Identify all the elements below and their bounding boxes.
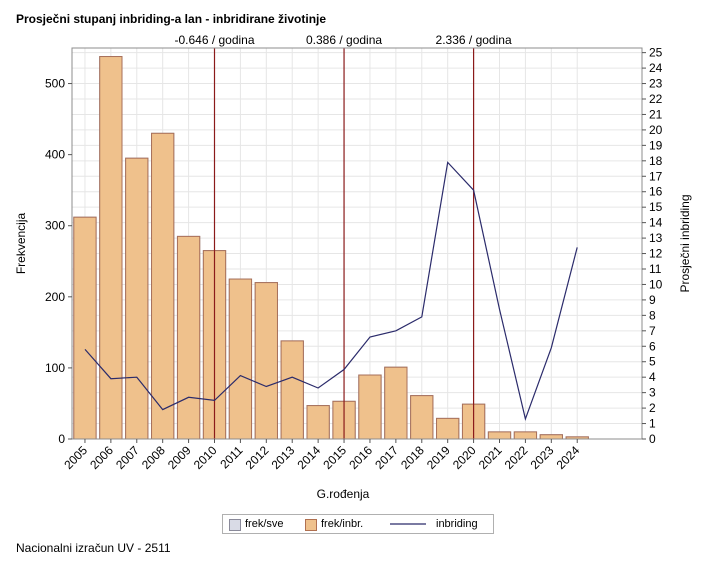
legend-label-frek-sve: frek/sve bbox=[245, 518, 284, 530]
x-tick-label: 2022 bbox=[502, 443, 531, 472]
y2-tick-label: 3 bbox=[649, 386, 656, 400]
legend-line-inbriding bbox=[390, 523, 426, 525]
y-axis-title: Frekvencija bbox=[14, 213, 28, 275]
y2-tick-label: 15 bbox=[649, 200, 663, 214]
x-tick-label: 2023 bbox=[528, 443, 557, 472]
bar-frek-inbr bbox=[125, 157, 149, 440]
reference-line-label: 0.386 / godina bbox=[306, 33, 382, 47]
y2-tick-label: 23 bbox=[649, 77, 663, 91]
y2-tick-label: 0 bbox=[649, 432, 656, 446]
y2-tick-label: 24 bbox=[649, 61, 663, 75]
y-tick-label: 400 bbox=[45, 148, 65, 162]
y2-tick-label: 14 bbox=[649, 216, 663, 230]
x-tick-label: 2013 bbox=[269, 443, 298, 472]
x-tick-label: 2007 bbox=[113, 443, 142, 472]
x-tick-label: 2005 bbox=[61, 443, 90, 472]
y2-axis-title: Prosječni inbriding bbox=[678, 194, 692, 292]
x-tick-label: 2010 bbox=[191, 443, 220, 472]
y2-tick-label: 7 bbox=[649, 324, 656, 338]
x-tick-label: 2024 bbox=[554, 443, 583, 472]
x-tick-label: 2021 bbox=[476, 443, 505, 472]
x-axis-title: G.rođenja bbox=[317, 487, 370, 501]
x-tick-label: 2017 bbox=[372, 443, 401, 472]
y2-tick-label: 17 bbox=[649, 169, 663, 183]
y-tick-label: 200 bbox=[45, 290, 65, 304]
legend-swatch-frek-sve bbox=[229, 519, 241, 531]
bar-frek-inbr bbox=[228, 278, 253, 440]
legend-label-frek-inbr: frek/inbr. bbox=[321, 518, 364, 530]
bar-frek-inbr bbox=[513, 431, 538, 440]
y-tick-label: 100 bbox=[45, 361, 65, 375]
reference-line-label: -0.646 / godina bbox=[174, 33, 254, 47]
x-tick-label: 2015 bbox=[320, 443, 349, 472]
y2-tick-label: 6 bbox=[649, 339, 656, 353]
bar-frek-inbr bbox=[176, 235, 201, 440]
y2-tick-label: 1 bbox=[649, 417, 656, 431]
y-tick-label: 500 bbox=[45, 77, 65, 91]
x-tick-label: 2008 bbox=[139, 443, 168, 472]
bar-frek-inbr bbox=[254, 282, 278, 440]
plot-border bbox=[71, 47, 643, 440]
bar-frek-inbr bbox=[73, 216, 97, 440]
bar-frek-inbr bbox=[99, 56, 123, 440]
y2-tick-label: 10 bbox=[649, 277, 663, 291]
y2-tick-label: 21 bbox=[649, 107, 663, 121]
legend-label-inbriding: inbriding bbox=[436, 518, 478, 530]
footer-note: Nacionalni izračun UV - 2511 bbox=[16, 541, 171, 555]
series-line-inbriding bbox=[84, 161, 578, 421]
y2-tick-label: 16 bbox=[649, 185, 663, 199]
bar-frek-inbr bbox=[384, 366, 408, 440]
bar-frek-inbr bbox=[306, 405, 330, 440]
y2-tick-label: 11 bbox=[649, 262, 662, 276]
y2-tick-label: 25 bbox=[649, 46, 663, 60]
y2-tick-label: 5 bbox=[649, 355, 656, 369]
y2-tick-label: 18 bbox=[649, 154, 663, 168]
bar-frek-inbr bbox=[151, 132, 175, 440]
x-tick-label: 2020 bbox=[450, 443, 479, 472]
legend: frek/sve frek/inbr. inbriding bbox=[222, 514, 494, 534]
x-tick-label: 2019 bbox=[424, 443, 453, 472]
x-tick-label: 2018 bbox=[398, 443, 427, 472]
y2-tick-label: 20 bbox=[649, 123, 663, 137]
x-tick-label: 2012 bbox=[243, 443, 272, 472]
chart-title: Prosječni stupanj inbriding-a lan - inbr… bbox=[16, 12, 327, 26]
y-tick-label: 0 bbox=[58, 432, 65, 446]
y2-tick-label: 4 bbox=[649, 370, 656, 384]
x-tick-label: 2011 bbox=[217, 443, 245, 471]
x-tick-label: 2014 bbox=[294, 443, 323, 472]
bar-frek-inbr bbox=[410, 395, 434, 440]
y2-tick-label: 8 bbox=[649, 308, 656, 322]
legend-swatch-frek-inbr bbox=[305, 519, 317, 531]
y2-tick-label: 9 bbox=[649, 293, 656, 307]
y2-tick-label: 12 bbox=[649, 247, 663, 261]
y2-tick-label: 19 bbox=[649, 138, 663, 152]
y2-tick-label: 13 bbox=[649, 231, 663, 245]
bar-frek-inbr bbox=[539, 434, 563, 440]
reference-line-label: 2.336 / godina bbox=[436, 33, 512, 47]
y-tick-label: 300 bbox=[45, 219, 65, 233]
x-tick-label: 2009 bbox=[165, 443, 194, 472]
bar-frek-inbr bbox=[280, 340, 304, 440]
x-tick-label: 2016 bbox=[346, 443, 375, 472]
bar-frek-inbr bbox=[487, 431, 512, 440]
bar-frek-inbr bbox=[358, 374, 382, 440]
bar-frek-inbr bbox=[436, 417, 460, 440]
y2-tick-label: 2 bbox=[649, 401, 656, 415]
y2-tick-label: 22 bbox=[649, 92, 663, 106]
x-tick-label: 2006 bbox=[87, 443, 116, 472]
